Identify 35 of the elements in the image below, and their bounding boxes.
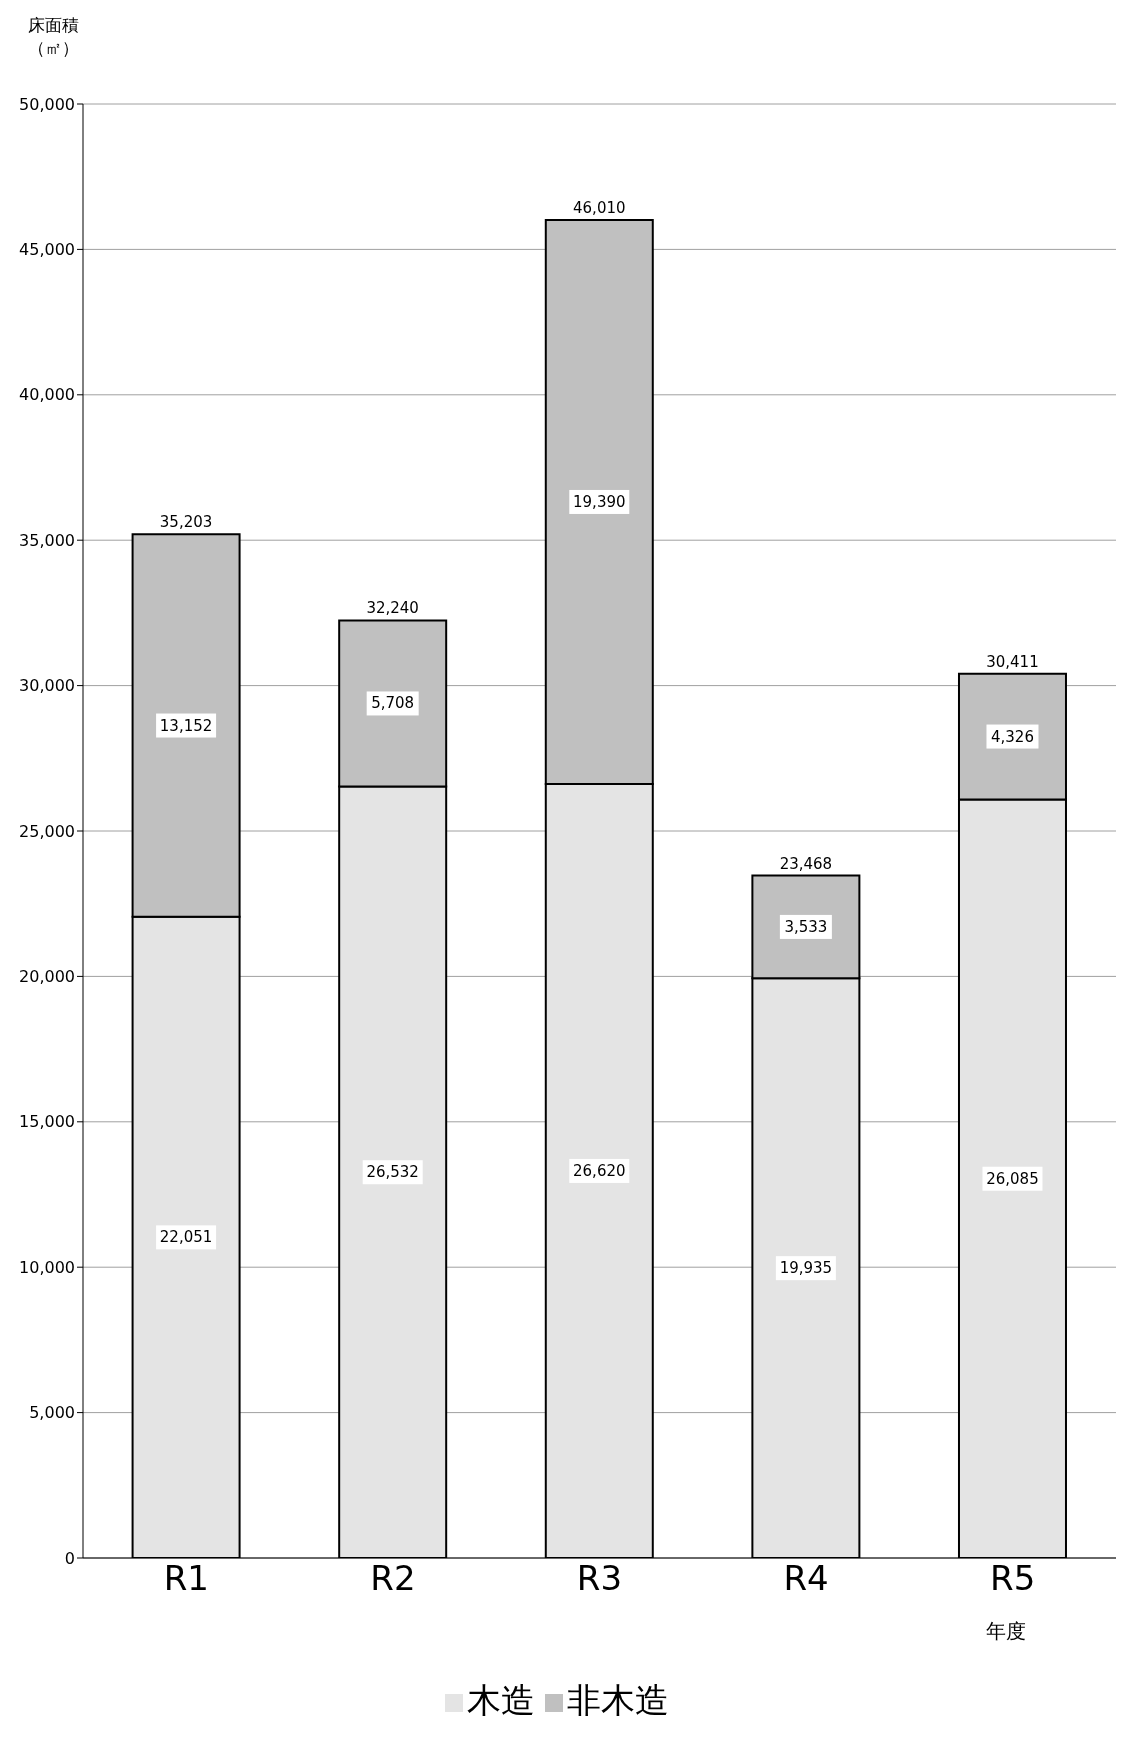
x-tick-label: R1 [163, 1558, 209, 1599]
y-tick-label: 35,000 [19, 530, 75, 550]
x-tick-label: R2 [370, 1558, 416, 1599]
legend-label: 非木造 [567, 1680, 669, 1720]
total-label: 46,010 [573, 199, 626, 218]
data-label: 26,085 [986, 1169, 1039, 1188]
x-tick-label: R4 [783, 1558, 829, 1599]
data-label: 13,152 [159, 716, 213, 735]
y-axis-title: 床面積（㎡） [26, 14, 80, 60]
y-tick-label: 50,000 [19, 94, 75, 114]
data-label: 19,935 [779, 1259, 833, 1278]
y-tick-label: 30,000 [19, 676, 75, 696]
legend-label: 木造 [467, 1680, 535, 1720]
data-label: 5,708 [371, 694, 415, 713]
y-tick-label: 15,000 [19, 1112, 75, 1132]
data-label: 19,390 [573, 492, 626, 511]
data-label: 26,620 [573, 1161, 626, 1180]
data-label: 3,533 [784, 917, 828, 936]
y-tick-label: 45,000 [19, 240, 75, 260]
y-tick-label: 40,000 [19, 385, 75, 405]
y-tick-label: 20,000 [19, 967, 75, 987]
y-tick-label: 25,000 [19, 821, 75, 841]
total-label: 30,411 [986, 652, 1039, 671]
y-tick-label: 10,000 [19, 1257, 75, 1277]
x-axis-title: 年度 [986, 1619, 1026, 1643]
y-tick-label: 0 [64, 1548, 75, 1568]
total-label: 23,468 [779, 854, 833, 873]
data-label: 4,326 [991, 727, 1034, 746]
data-label: 22,051 [159, 1228, 213, 1247]
data-label: 26,532 [366, 1163, 419, 1182]
y-tick-label: 5,000 [29, 1403, 75, 1423]
total-label: 35,203 [159, 513, 213, 532]
total-label: 32,240 [366, 599, 419, 618]
x-tick-label: R3 [576, 1558, 623, 1599]
x-tick-label: R5 [990, 1558, 1036, 1599]
